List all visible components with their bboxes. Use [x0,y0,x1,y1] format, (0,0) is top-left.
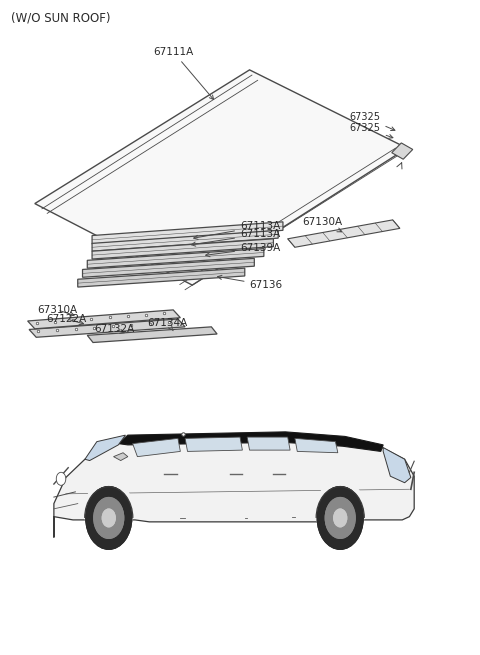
Polygon shape [78,268,245,287]
Polygon shape [92,239,274,259]
Text: 67113A: 67113A [192,229,280,246]
Polygon shape [87,327,217,343]
Circle shape [325,498,355,538]
Polygon shape [383,447,411,483]
Polygon shape [54,435,414,538]
Polygon shape [247,437,290,450]
Text: 67325: 67325 [350,123,393,138]
Polygon shape [85,435,125,460]
Circle shape [102,509,115,527]
Polygon shape [132,438,180,457]
Polygon shape [392,143,413,159]
Polygon shape [185,437,242,451]
Circle shape [84,479,133,544]
Circle shape [316,479,364,544]
Circle shape [317,487,363,550]
Polygon shape [92,222,283,244]
Polygon shape [288,220,400,248]
Circle shape [325,498,355,538]
Circle shape [94,498,124,538]
Text: 67132A: 67132A [95,324,135,335]
Circle shape [334,509,347,527]
Text: 67134A: 67134A [147,318,187,331]
Text: 67122A: 67122A [47,314,87,325]
Text: (W/O SUN ROOF): (W/O SUN ROOF) [11,11,110,24]
Circle shape [56,472,66,485]
Text: 67136: 67136 [217,275,283,290]
Circle shape [86,487,132,550]
Circle shape [334,509,347,527]
Text: 67130A: 67130A [302,217,342,232]
Circle shape [94,498,124,538]
Polygon shape [87,249,264,268]
Text: 67111A: 67111A [153,47,214,100]
Polygon shape [114,453,128,460]
Text: 67310A: 67310A [37,305,77,316]
Polygon shape [83,258,254,277]
Text: 67139A: 67139A [205,243,280,257]
Polygon shape [35,70,407,285]
Text: 67325: 67325 [350,113,395,130]
Polygon shape [28,310,180,329]
Polygon shape [295,438,338,453]
Circle shape [86,487,132,550]
Circle shape [102,509,115,527]
Circle shape [317,487,363,550]
Polygon shape [118,432,383,451]
Polygon shape [92,231,278,251]
Text: 67113A: 67113A [194,221,280,240]
Polygon shape [29,319,185,337]
